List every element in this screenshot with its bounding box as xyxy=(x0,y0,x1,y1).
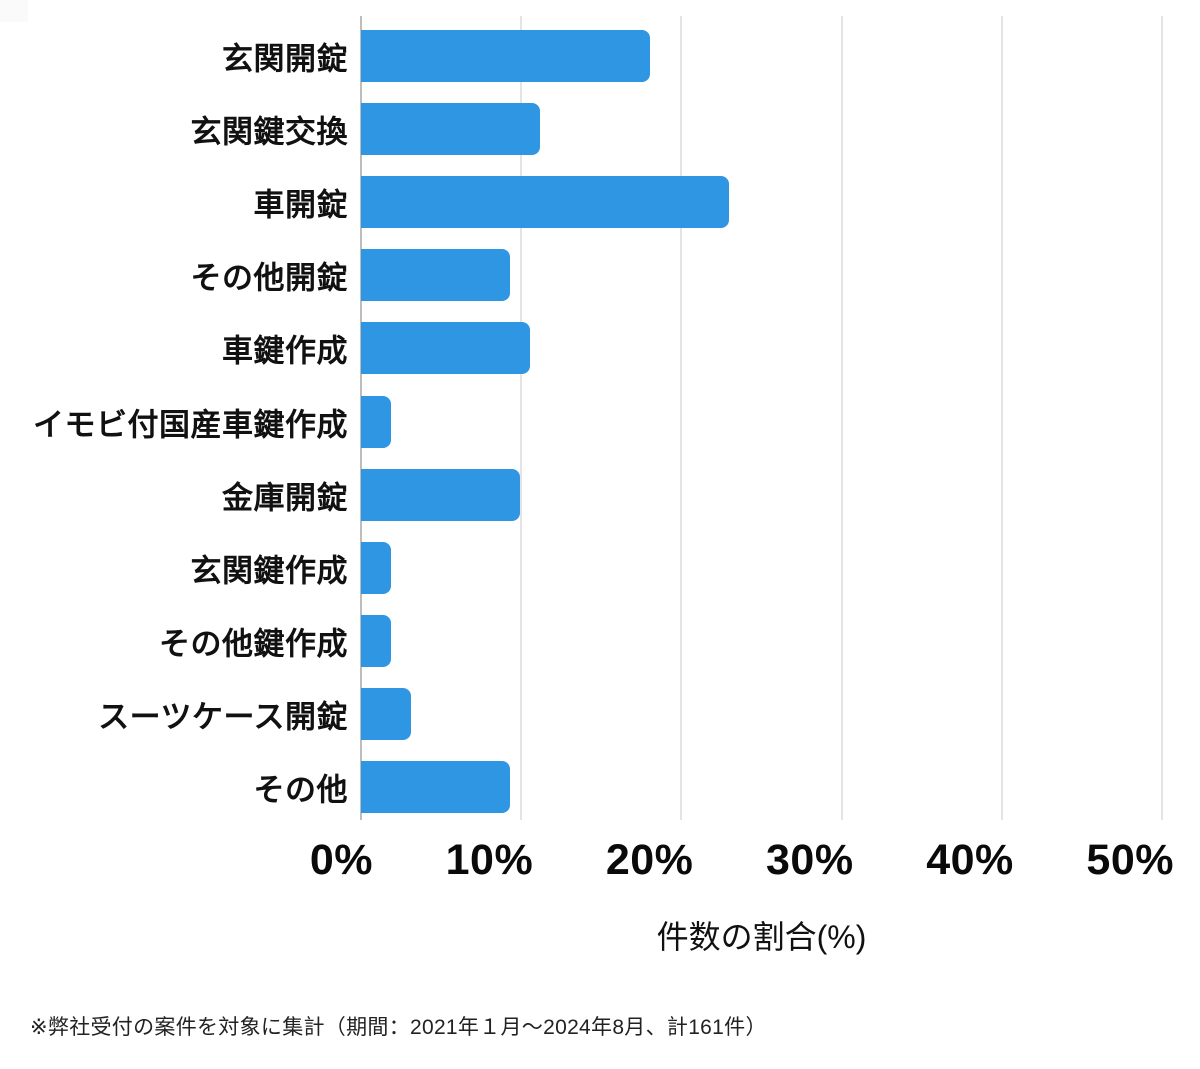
bar xyxy=(361,761,511,813)
bar xyxy=(361,249,511,301)
category-label: 金庫開錠 xyxy=(222,480,348,516)
gridline xyxy=(1161,16,1163,820)
category-label: 玄関鍵交換 xyxy=(190,114,348,150)
category-label: 玄関開錠 xyxy=(222,41,348,77)
gridline xyxy=(520,16,523,820)
bar xyxy=(361,176,730,228)
gridline xyxy=(840,16,843,820)
x-tick-label: 50% xyxy=(1086,836,1174,884)
x-axis-title: 件数の割合(%) xyxy=(656,919,867,955)
category-label: その他鍵作成 xyxy=(159,626,348,662)
bar xyxy=(361,322,531,374)
x-tick-label: 40% xyxy=(926,836,1014,884)
bar xyxy=(361,615,391,667)
gridline xyxy=(680,16,683,820)
category-label: その他開錠 xyxy=(190,260,348,296)
corner-artifact xyxy=(0,0,28,22)
category-label: 玄関鍵作成 xyxy=(190,553,348,589)
gridline xyxy=(1000,16,1003,820)
category-label: スーツケース開錠 xyxy=(98,699,348,735)
bar xyxy=(361,469,521,521)
bar xyxy=(361,688,411,740)
category-label: イモビ付国産車鍵作成 xyxy=(33,407,348,443)
category-label: その他 xyxy=(253,772,348,808)
x-tick-label: 20% xyxy=(605,836,694,884)
footnote: ※弊社受付の案件を対象に集計（期間：2021年１月～2024年8月、計161件） xyxy=(30,1016,767,1039)
bar xyxy=(361,396,391,448)
bar xyxy=(361,542,391,594)
x-tick-label: 0% xyxy=(309,836,373,884)
x-tick-label: 10% xyxy=(445,836,534,884)
category-label: 車開錠 xyxy=(253,187,348,223)
bar xyxy=(361,30,650,82)
bar xyxy=(361,103,541,155)
x-tick-label: 30% xyxy=(766,836,854,884)
category-label: 車鍵作成 xyxy=(222,333,348,369)
